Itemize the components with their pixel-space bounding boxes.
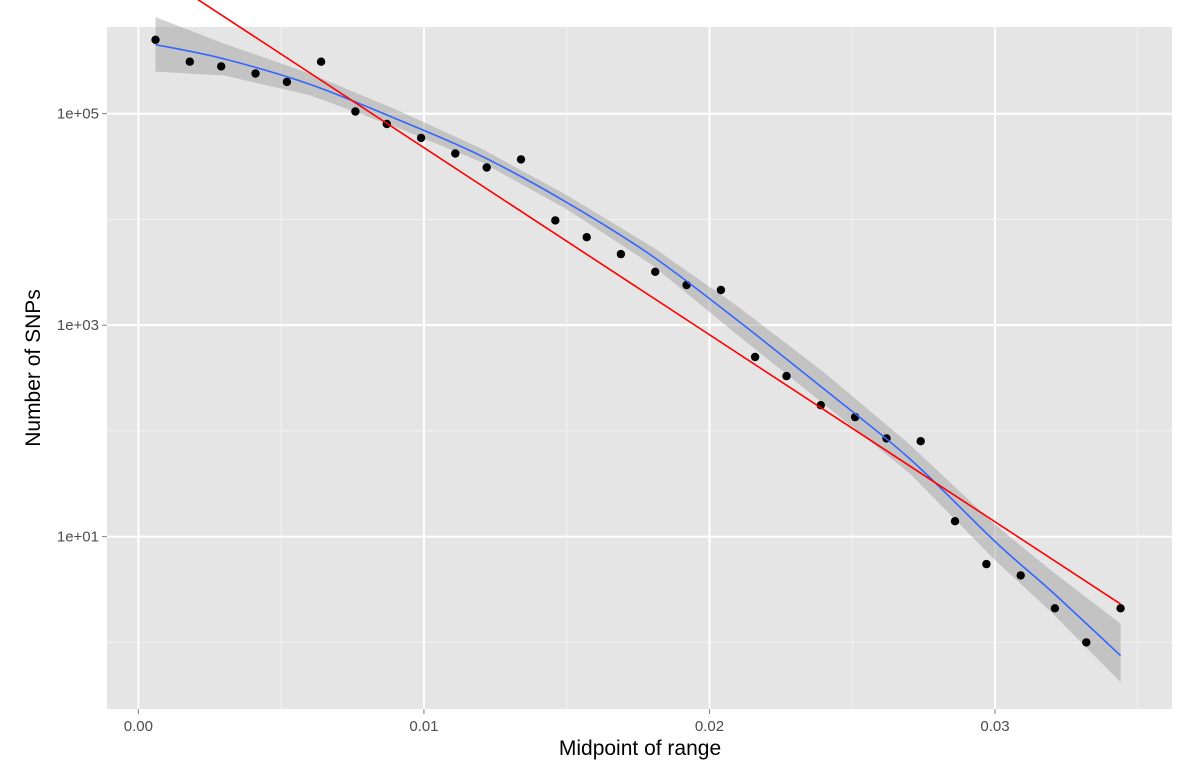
data-point	[716, 285, 726, 295]
data-point	[916, 437, 925, 446]
data-point	[251, 69, 260, 78]
x-tick-label: 0.01	[409, 718, 438, 735]
data-point	[750, 352, 760, 362]
y-tick-label: 1e+03	[57, 317, 99, 334]
plot-panel	[107, 27, 1172, 709]
data-point	[950, 517, 960, 526]
data-points	[151, 35, 1125, 647]
data-point	[151, 35, 160, 44]
data-point	[316, 57, 326, 66]
data-point	[351, 107, 360, 116]
data-point	[782, 371, 791, 381]
data-point	[1016, 571, 1025, 580]
data-point	[185, 57, 194, 66]
x-tick-label: 0.00	[124, 718, 153, 735]
data-point	[451, 149, 460, 158]
data-point	[1082, 638, 1091, 647]
grid-minor	[107, 27, 1172, 709]
data-point	[217, 62, 226, 71]
x-axis-ticks: 0.00 0.01 0.02 0.03	[124, 709, 1010, 735]
smooth-fit-line	[155, 43, 1122, 657]
data-point	[482, 163, 491, 172]
x-axis-title: Midpoint of range	[559, 737, 721, 760]
x-tick-label: 0.03	[980, 718, 1009, 735]
data-point	[551, 216, 560, 225]
data-point	[982, 559, 991, 569]
y-tick-label: 1e+01	[57, 529, 99, 546]
data-point	[1050, 604, 1060, 613]
data-point	[416, 133, 426, 143]
data-point	[582, 233, 591, 242]
data-point	[1116, 604, 1125, 613]
y-axis-ticks: 1e+01 1e+03 1e+05	[57, 106, 107, 546]
x-tick-label: 0.02	[695, 718, 724, 735]
data-point	[282, 77, 292, 87]
data-point	[651, 267, 660, 276]
y-axis-title: Number of SNPs	[22, 289, 45, 447]
data-point	[516, 155, 526, 164]
grid-major	[107, 27, 1172, 709]
data-point	[816, 401, 825, 410]
data-point	[616, 249, 626, 259]
exponential-fit-line	[197, 0, 1122, 605]
y-tick-label: 1e+05	[57, 106, 99, 123]
